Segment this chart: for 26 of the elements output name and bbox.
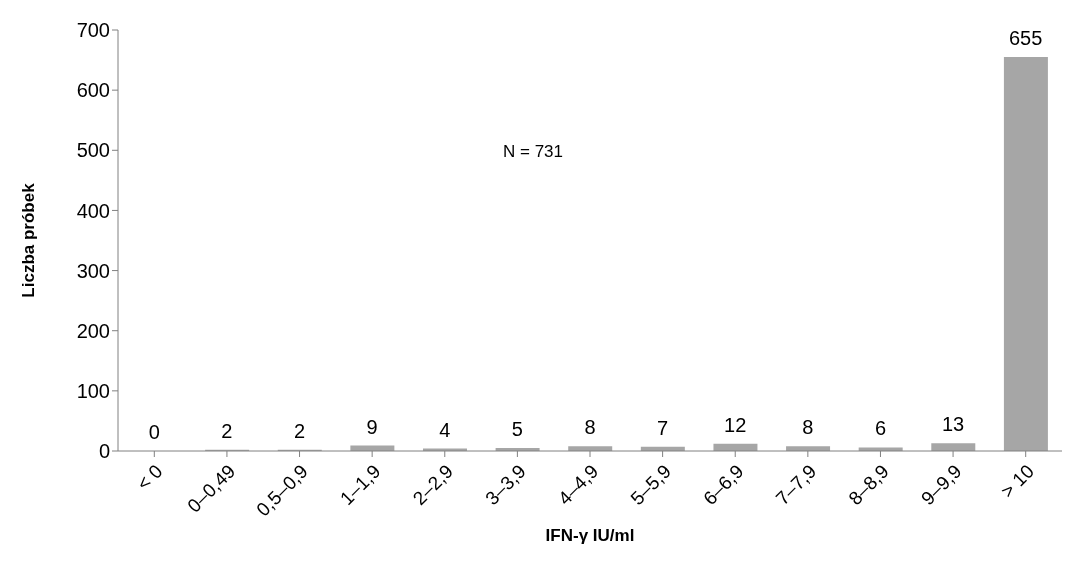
data-label: 8 <box>802 416 814 439</box>
y-tick-label: 100 <box>76 379 110 402</box>
y-tick-label: 300 <box>76 259 110 282</box>
data-label: 13 <box>941 413 965 436</box>
data-label: 9 <box>366 415 378 438</box>
data-label: 2 <box>221 419 233 442</box>
data-label: 6 <box>874 417 887 440</box>
x-tick-label: > 10 <box>996 460 1039 502</box>
y-tick-label: 200 <box>76 319 110 342</box>
y-tick-label: 400 <box>76 199 110 222</box>
x-axis-title: IFN-γ IU/ml <box>545 526 635 545</box>
y-axis-title: Liczba próbek <box>19 182 39 298</box>
data-label: 12 <box>724 413 747 436</box>
x-tick-label: < 0 <box>132 460 167 495</box>
data-label: 2 <box>293 419 306 442</box>
y-tick-label: 600 <box>76 79 110 102</box>
data-label: 8 <box>584 416 596 439</box>
annotation: N = 731 <box>503 142 564 162</box>
data-label: 0 <box>148 421 160 443</box>
y-tick-label: 500 <box>76 139 110 162</box>
data-label: 655 <box>1009 27 1043 50</box>
y-tick-label: 0 <box>98 440 110 463</box>
data-label: 5 <box>511 417 523 440</box>
data-label: 7 <box>657 416 669 439</box>
data-label: 4 <box>439 418 451 441</box>
y-tick-label: 700 <box>76 19 110 42</box>
